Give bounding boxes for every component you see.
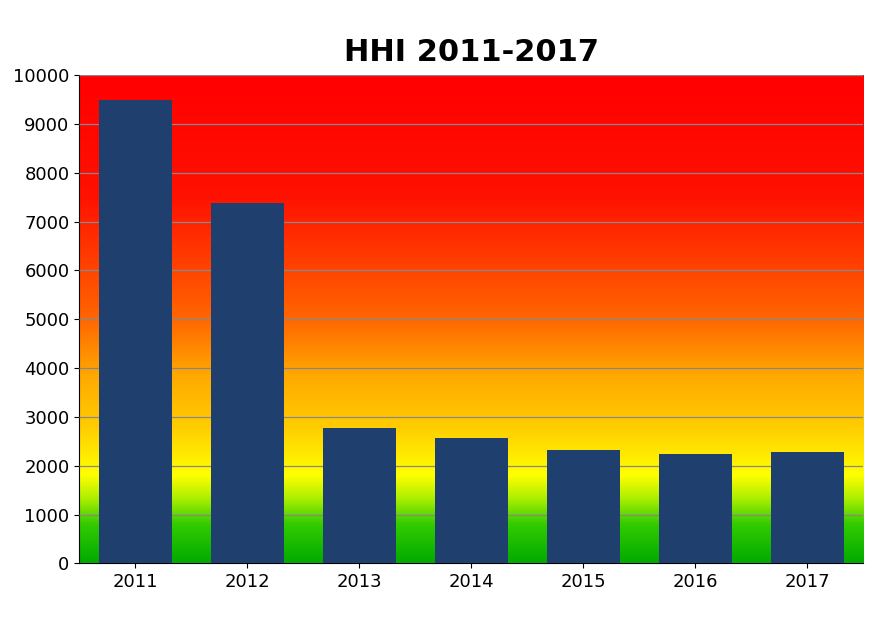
Bar xyxy=(435,438,507,563)
Bar xyxy=(211,203,284,563)
Bar xyxy=(659,454,732,563)
Bar xyxy=(771,452,844,563)
Bar xyxy=(99,100,172,563)
Bar xyxy=(323,428,396,563)
Title: HHI 2011-2017: HHI 2011-2017 xyxy=(344,38,599,67)
Bar xyxy=(547,450,619,563)
